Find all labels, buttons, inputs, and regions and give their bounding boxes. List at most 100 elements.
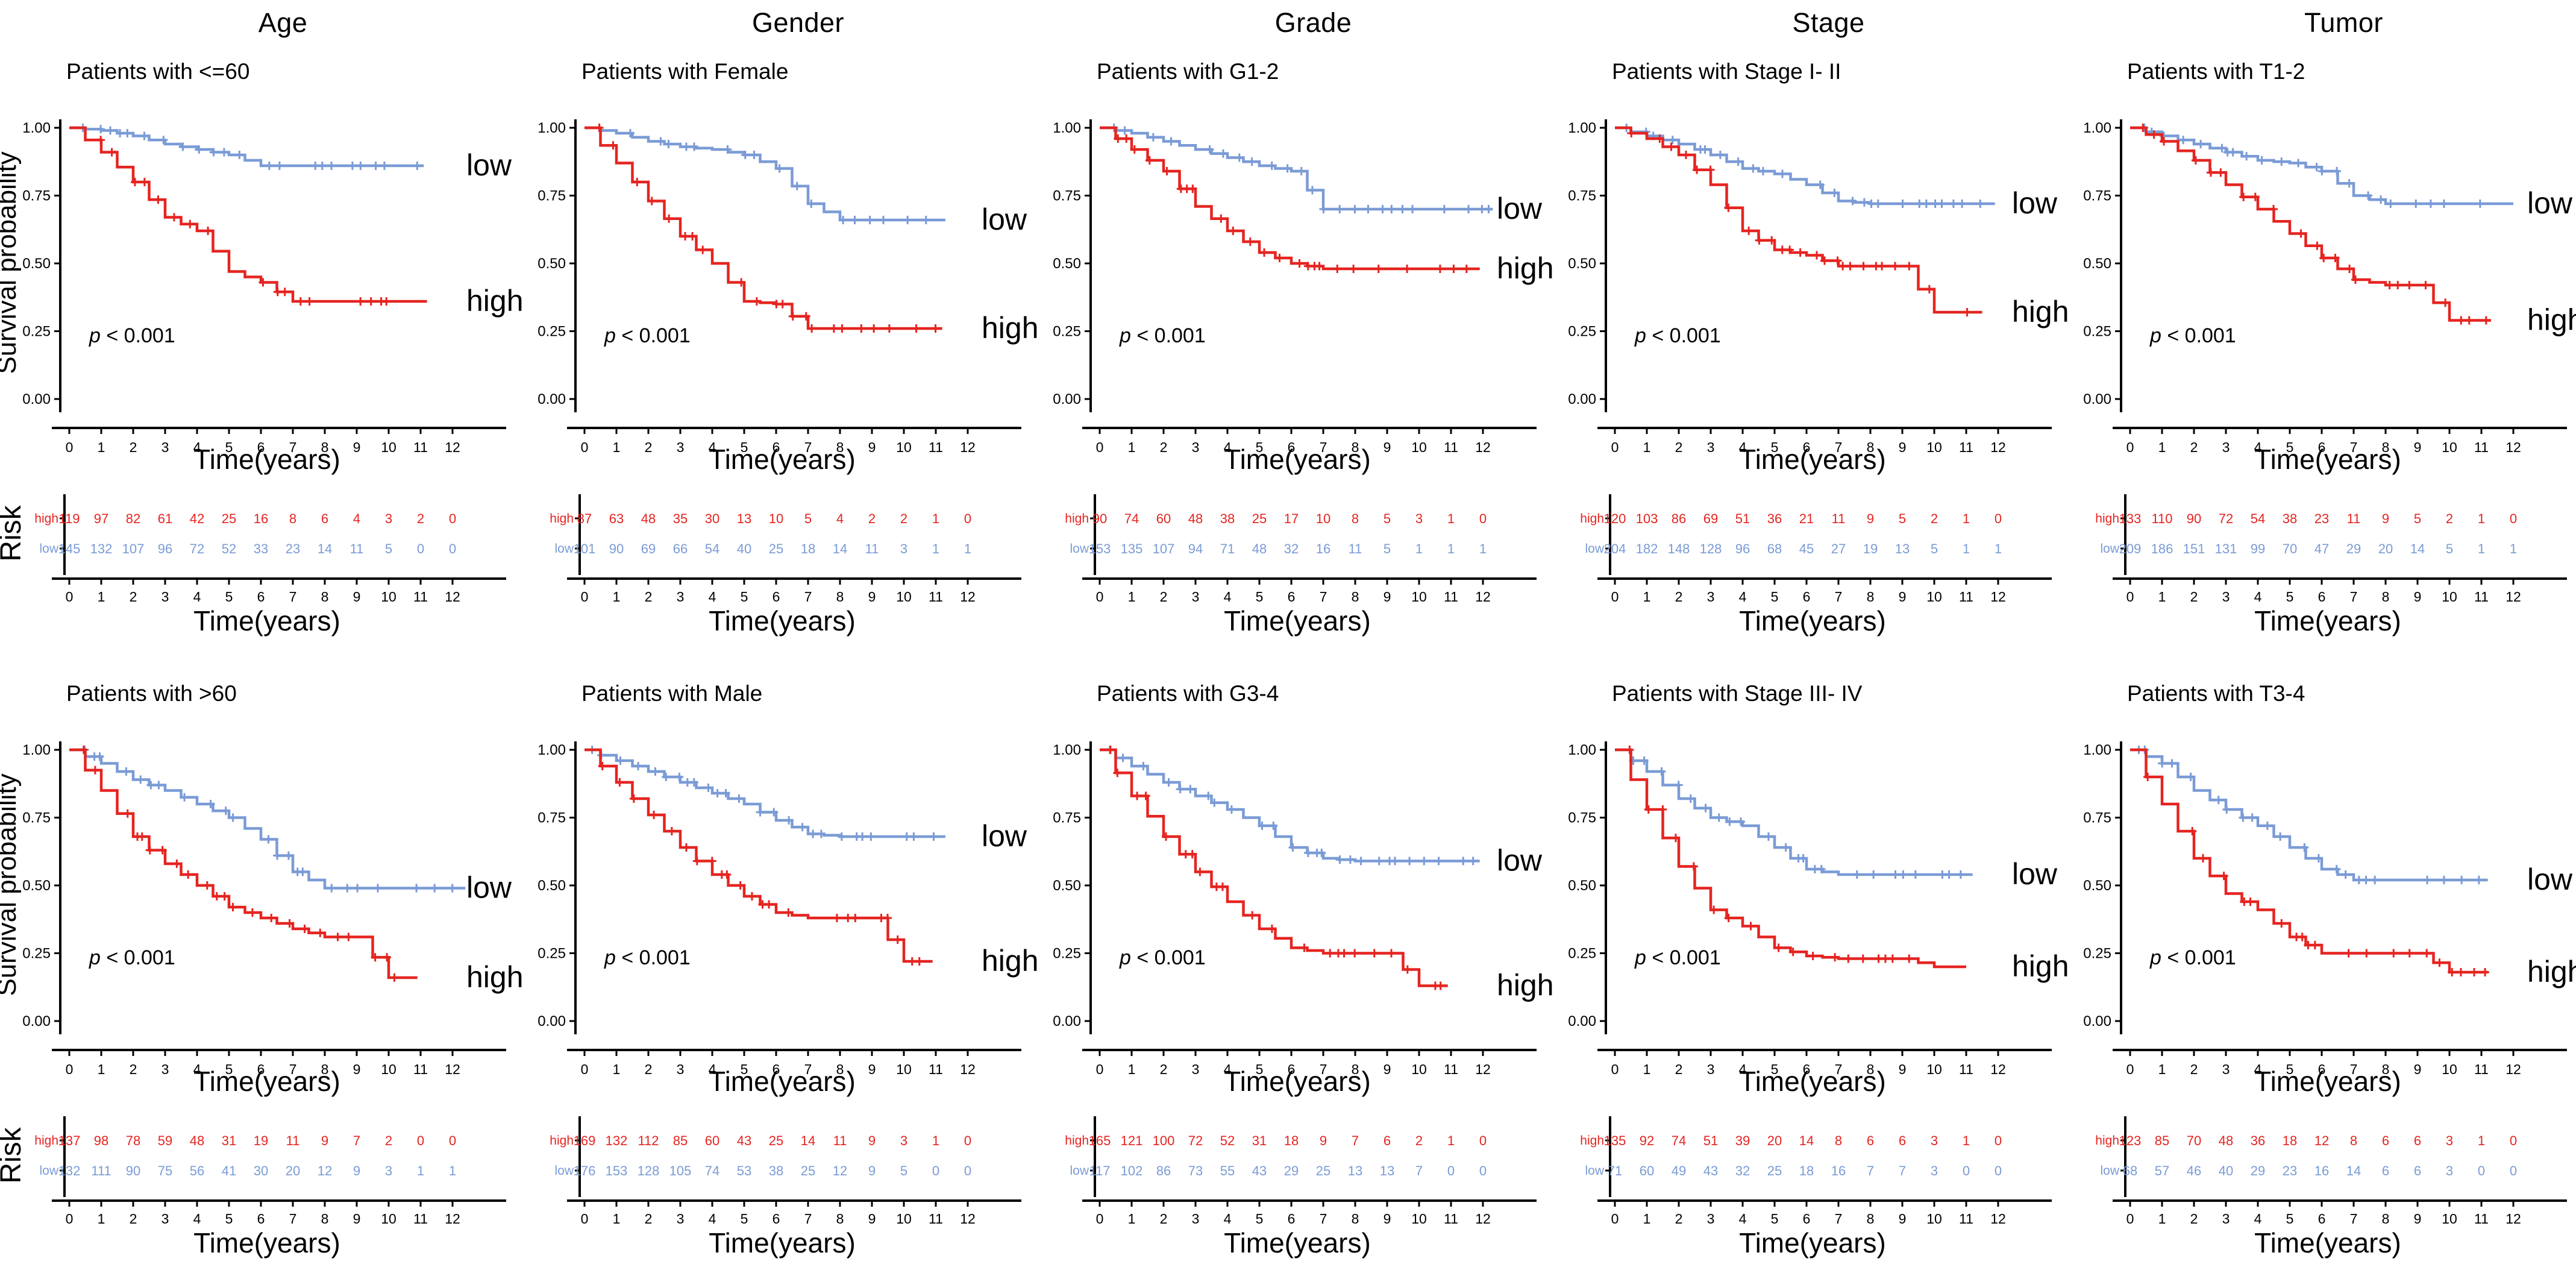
risk-x-tick-label: 3 — [1192, 1211, 1200, 1227]
risk-x-axis-title: Time(years) — [193, 605, 340, 636]
risk-row-label-low: low — [2100, 542, 2119, 556]
risk-count-low: 102 — [1121, 1163, 1143, 1178]
risk-count-high: 16 — [254, 511, 268, 526]
risk-count-high: 1 — [1963, 511, 1970, 526]
x-tick-label: 2 — [130, 1061, 137, 1077]
risk-count-low: 99 — [2251, 541, 2265, 556]
x-tick-label: 12 — [960, 439, 976, 455]
risk-count-low: 0 — [932, 1163, 939, 1178]
risk-x-tick-label: 7 — [1835, 589, 1843, 605]
risk-row-label-high: high — [1580, 1134, 1604, 1148]
risk-x-tick-label: 5 — [2286, 589, 2294, 605]
risk-count-low: 96 — [1735, 541, 1750, 556]
y-tick-label: 0.50 — [2083, 878, 2111, 894]
risk-count-high: 9 — [868, 1133, 876, 1148]
risk-count-low: 0 — [1963, 1163, 1970, 1178]
y-tick-label: 0.00 — [22, 1013, 51, 1029]
y-tick-label: 1.00 — [2083, 742, 2111, 758]
y-tick-label: 0.50 — [537, 256, 566, 272]
risk-x-tick-label: 4 — [1224, 1211, 1232, 1227]
risk-count-high: 169 — [574, 1133, 596, 1148]
risk-count-low: 19 — [1863, 541, 1878, 556]
risk-count-high: 0 — [1479, 511, 1487, 526]
risk-count-high: 90 — [2187, 511, 2201, 526]
survival-plot: 1.000.750.500.250.000 1 2 3 4 5 6 7 8 9 10 11 12Time… — [1053, 741, 1554, 1097]
risk-x-tick-label: 11 — [929, 589, 943, 605]
risk-count-high: 51 — [1735, 511, 1750, 526]
x-tick-label: 2 — [1160, 1061, 1168, 1077]
risk-x-axis-title: Time(years) — [2254, 1227, 2401, 1259]
risk-x-tick-label: 9 — [1384, 1211, 1391, 1227]
risk-count-high: 0 — [2510, 511, 2517, 526]
risk-count-high: 120 — [1604, 511, 1626, 526]
risk-x-tick-label: 11 — [413, 1211, 428, 1227]
risk-count-high: 23 — [2314, 511, 2329, 526]
km-panel: Gender Patients with Female 1.00 0.75 0.50… — [515, 0, 1038, 652]
low-censor-marks — [588, 746, 938, 841]
risk-row-label-low: low — [1070, 542, 1089, 556]
p-value-label: p < 0.001 — [89, 946, 175, 969]
risk-row-label-high: high — [2095, 512, 2119, 526]
risk-x-tick-label: 9 — [2414, 589, 2422, 605]
x-tick-label: 4 — [193, 1061, 201, 1077]
risk-axis-title: Risk — [0, 1127, 27, 1183]
x-tick-label: 7 — [1320, 439, 1327, 455]
risk-x-tick-label: 8 — [2382, 1211, 2390, 1227]
risk-count-high: 48 — [1188, 511, 1203, 526]
risk-count-low: 14 — [2410, 541, 2425, 556]
x-axis-title: Time(years) — [709, 1066, 856, 1097]
high-survival-curve — [584, 748, 933, 963]
x-axis-title: Time(years) — [2254, 444, 2401, 475]
risk-x-tick-label: 7 — [1835, 1211, 1843, 1227]
risk-count-low: 1 — [964, 541, 971, 556]
risk-x-tick-label: 4 — [2254, 1211, 2262, 1227]
low-censor-marks — [1629, 756, 1965, 879]
x-tick-label: 11 — [1959, 1061, 1973, 1077]
risk-count-low: 6 — [2414, 1163, 2421, 1178]
risk-x-tick-label: 11 — [1959, 1211, 1973, 1227]
x-tick-label: 4 — [193, 439, 201, 455]
x-tick-label: 12 — [2505, 1061, 2521, 1077]
x-tick-label: 8 — [321, 439, 329, 455]
risk-x-tick-label: 8 — [1352, 589, 1359, 605]
x-tick-label: 10 — [381, 1061, 396, 1077]
x-tick-label: 6 — [1288, 439, 1296, 455]
risk-x-tick-label: 5 — [225, 589, 233, 605]
risk-x-tick-label: 11 — [1444, 589, 1458, 605]
x-tick-label: 9 — [868, 439, 876, 455]
risk-x-tick-label: 7 — [2350, 1211, 2358, 1227]
x-tick-label: 9 — [1899, 1061, 1907, 1077]
risk-count-low: 1 — [1447, 541, 1455, 556]
risk-count-high: 9 — [1867, 511, 1874, 526]
risk-x-tick-label: 2 — [1675, 1211, 1683, 1227]
risk-count-low: 69 — [641, 541, 656, 556]
x-tick-label: 5 — [1771, 1061, 1779, 1077]
risk-count-low: 0 — [2510, 1163, 2517, 1178]
x-tick-label: 1 — [613, 1061, 621, 1077]
risk-x-tick-label: 7 — [1320, 589, 1327, 605]
survival-plot: 1.000.750.500.250.000 1 2 3 4 5 6 7 8 9 10 11 12Time… — [1568, 741, 2069, 1097]
x-tick-label: 5 — [225, 439, 233, 455]
risk-count-low: 3 — [900, 541, 907, 556]
risk-count-high: 70 — [2187, 1133, 2201, 1148]
risk-count-low: 27 — [1831, 541, 1846, 556]
risk-x-tick-label: 2 — [1160, 1211, 1168, 1227]
risk-x-tick-label: 6 — [2318, 1211, 2326, 1227]
risk-x-tick-label: 6 — [772, 1211, 780, 1227]
risk-count-low: 1 — [1995, 541, 2002, 556]
risk-x-tick-label: 2 — [1675, 589, 1683, 605]
x-tick-label: 0 — [66, 1061, 74, 1077]
low-survival-curve — [2130, 748, 2488, 882]
risk-count-high: 6 — [1867, 1133, 1874, 1148]
high-curve-label: high — [466, 960, 524, 994]
x-tick-label: 3 — [1192, 439, 1200, 455]
risk-x-tick-label: 3 — [1707, 589, 1715, 605]
risk-x-tick-label: 7 — [804, 1211, 812, 1227]
risk-count-low: 128 — [1700, 541, 1722, 556]
x-tick-label: 12 — [445, 1061, 460, 1077]
risk-x-tick-label: 4 — [1224, 589, 1232, 605]
y-tick-label: 1.00 — [22, 120, 51, 136]
x-tick-label: 12 — [1990, 439, 2006, 455]
